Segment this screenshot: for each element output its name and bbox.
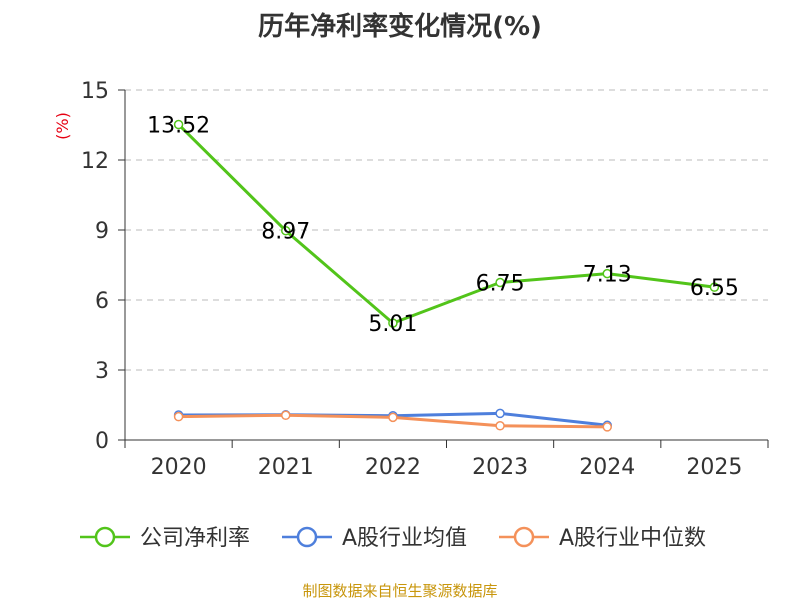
y-tick-label: 9 <box>95 219 109 244</box>
legend-label: 公司净利率 <box>140 526 250 551</box>
data-label: 6.75 <box>476 272 525 297</box>
legend-label: A股行业中位数 <box>559 526 706 551</box>
axes <box>118 89 769 448</box>
data-point <box>709 282 720 292</box>
legend-item: A股行业均值 <box>282 526 467 551</box>
legend-marker <box>94 526 116 548</box>
series-line <box>177 123 716 325</box>
data-labels: 13.52 8.97 5.01 6.75 7.13 6.55 <box>147 114 739 338</box>
x-tick-labels: 2020 2021 2022 2023 2024 2025 <box>151 455 743 480</box>
x-tick-label: 2025 <box>686 455 742 480</box>
y-tick-label: 12 <box>81 149 109 174</box>
data-point <box>173 119 184 130</box>
y-tick-labels: 0 3 6 9 12 15 <box>81 79 109 454</box>
data-point <box>281 410 291 421</box>
x-tick-label: 2023 <box>472 455 528 480</box>
grid-lines <box>125 89 768 371</box>
y-tick-label: 6 <box>95 289 109 314</box>
legend-marker <box>513 526 535 548</box>
data-label: 7.13 <box>583 263 632 288</box>
data-point <box>388 412 398 423</box>
y-tick-label: 15 <box>81 79 109 104</box>
x-tick-label: 2022 <box>365 455 421 480</box>
data-point <box>388 318 398 328</box>
data-label: 8.97 <box>261 220 310 245</box>
data-label: 5.01 <box>368 312 417 337</box>
data-point <box>173 411 184 422</box>
data-point <box>495 408 505 419</box>
data-label: 6.55 <box>690 276 739 301</box>
data-point <box>495 277 505 288</box>
y-tick-label: 0 <box>95 429 109 454</box>
x-tick-label: 2024 <box>579 455 635 480</box>
data-point <box>602 268 612 279</box>
source-note: 制图数据来自恒生聚源数据库 <box>302 582 497 600</box>
data-point <box>602 422 612 432</box>
y-axis-label: (%) <box>53 112 72 140</box>
data-point <box>495 421 505 431</box>
x-tick-label: 2020 <box>151 455 207 480</box>
data-label: 13.52 <box>147 114 210 139</box>
x-tick-label: 2021 <box>258 455 314 480</box>
y-tick-label: 3 <box>95 359 109 384</box>
series-lines <box>173 119 720 432</box>
legend: 公司净利率 A股行业均值 A股行业中位数 <box>80 526 706 551</box>
legend-label: A股行业均值 <box>342 526 467 551</box>
legend-item: A股行业中位数 <box>499 526 706 551</box>
data-point <box>281 225 291 236</box>
legend-marker <box>296 526 318 548</box>
legend-item: 公司净利率 <box>80 526 250 551</box>
chart-title: 历年净利率变化情况(%) <box>258 11 542 42</box>
